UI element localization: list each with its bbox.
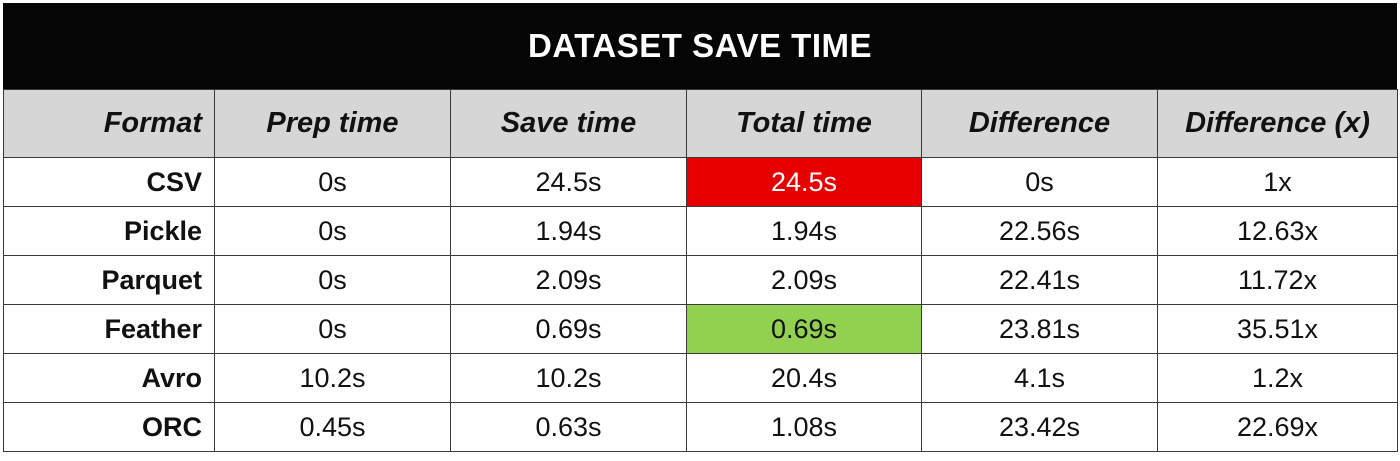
table-row: Avro 10.2s 10.2s 20.4s 4.1s 1.2x bbox=[3, 353, 1398, 403]
save-time-cell: 10.2s bbox=[450, 353, 687, 403]
difference-x-cell: 35.51x bbox=[1157, 304, 1398, 354]
table-row: ORC 0.45s 0.63s 1.08s 23.42s 22.69x bbox=[3, 402, 1398, 452]
save-time-cell: 24.5s bbox=[450, 157, 687, 207]
total-time-cell: 2.09s bbox=[686, 255, 922, 305]
difference-x-cell: 11.72x bbox=[1157, 255, 1398, 305]
header-format: Format bbox=[3, 89, 215, 158]
total-time-cell-best: 0.69s bbox=[686, 304, 922, 354]
table-row: Feather 0s 0.69s 0.69s 23.81s 35.51x bbox=[3, 304, 1398, 354]
difference-x-cell: 1.2x bbox=[1157, 353, 1398, 403]
header-row: Format Prep time Save time Total time Di… bbox=[3, 89, 1398, 158]
save-time-table: Format Prep time Save time Total time Di… bbox=[3, 89, 1398, 452]
total-time-cell: 20.4s bbox=[686, 353, 922, 403]
prep-time-cell: 0.45s bbox=[214, 402, 451, 452]
difference-cell: 0s bbox=[921, 157, 1158, 207]
table-row: Parquet 0s 2.09s 2.09s 22.41s 11.72x bbox=[3, 255, 1398, 305]
difference-cell: 23.81s bbox=[921, 304, 1158, 354]
table-row: Pickle 0s 1.94s 1.94s 22.56s 12.63x bbox=[3, 206, 1398, 256]
header-total-time: Total time bbox=[686, 89, 922, 158]
difference-x-cell: 1x bbox=[1157, 157, 1398, 207]
table-title: DATASET SAVE TIME bbox=[3, 3, 1397, 89]
header-difference-x: Difference (x) bbox=[1157, 89, 1398, 158]
header-difference: Difference bbox=[921, 89, 1158, 158]
format-cell: Feather bbox=[3, 304, 215, 354]
difference-cell: 4.1s bbox=[921, 353, 1158, 403]
format-cell: Parquet bbox=[3, 255, 215, 305]
save-time-cell: 0.69s bbox=[450, 304, 687, 354]
header-prep-time: Prep time bbox=[214, 89, 451, 158]
prep-time-cell: 0s bbox=[214, 304, 451, 354]
header-save-time: Save time bbox=[450, 89, 687, 158]
prep-time-cell: 0s bbox=[214, 157, 451, 207]
total-time-cell: 1.94s bbox=[686, 206, 922, 256]
format-cell: Pickle bbox=[3, 206, 215, 256]
difference-cell: 22.41s bbox=[921, 255, 1158, 305]
difference-cell: 22.56s bbox=[921, 206, 1158, 256]
prep-time-cell: 0s bbox=[214, 206, 451, 256]
format-cell: CSV bbox=[3, 157, 215, 207]
save-time-cell: 2.09s bbox=[450, 255, 687, 305]
save-time-table-figure: DATASET SAVE TIME Format Prep time Save … bbox=[3, 3, 1398, 458]
prep-time-cell: 10.2s bbox=[214, 353, 451, 403]
difference-cell: 23.42s bbox=[921, 402, 1158, 452]
total-time-cell-worst: 24.5s bbox=[686, 157, 922, 207]
table-row: CSV 0s 24.5s 24.5s 0s 1x bbox=[3, 157, 1398, 207]
difference-x-cell: 12.63x bbox=[1157, 206, 1398, 256]
save-time-cell: 1.94s bbox=[450, 206, 687, 256]
format-cell: Avro bbox=[3, 353, 215, 403]
format-cell: ORC bbox=[3, 402, 215, 452]
total-time-cell: 1.08s bbox=[686, 402, 922, 452]
difference-x-cell: 22.69x bbox=[1157, 402, 1398, 452]
save-time-cell: 0.63s bbox=[450, 402, 687, 452]
prep-time-cell: 0s bbox=[214, 255, 451, 305]
